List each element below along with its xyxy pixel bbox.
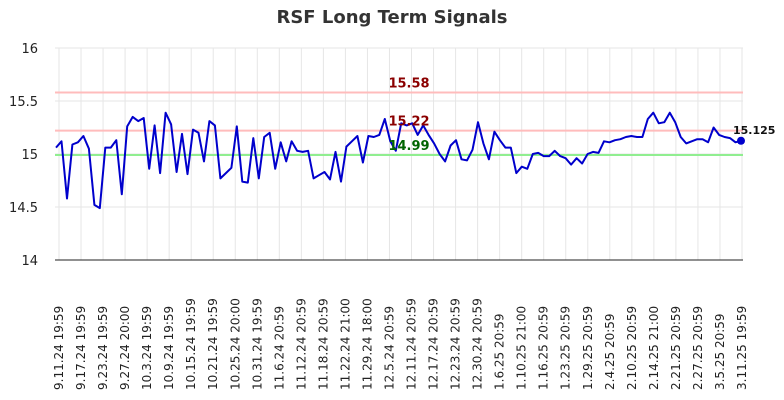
last-value-label: 15.125 bbox=[733, 124, 775, 137]
x-tick-label: 12.11.24 20:59 bbox=[405, 298, 419, 390]
x-tick-label: 10.21.24 19:59 bbox=[206, 298, 220, 390]
x-tick-label: 10.9.24 19:59 bbox=[162, 306, 176, 390]
x-tick-label: 12.23.24 20:59 bbox=[449, 298, 463, 390]
x-tick-label: 3.5.25 20:59 bbox=[713, 313, 727, 390]
x-tick-label: 12.30.24 20:59 bbox=[471, 298, 485, 390]
x-tick-label: 1.10.25 21:00 bbox=[515, 306, 529, 390]
y-tick-label: 14.5 bbox=[9, 201, 38, 216]
reference-line-label: 15.22 bbox=[388, 115, 429, 130]
x-tick-label: 2.27.25 20:59 bbox=[691, 306, 705, 390]
y-tick-label: 15.5 bbox=[9, 95, 38, 110]
x-tick-label: 11.12.24 20:59 bbox=[294, 298, 308, 390]
chart-title: RSF Long Term Signals bbox=[276, 7, 508, 28]
x-tick-label: 9.23.24 19:59 bbox=[96, 306, 110, 390]
x-tick-label: 2.10.25 20:59 bbox=[625, 306, 639, 390]
x-tick-label: 12.17.24 20:59 bbox=[427, 298, 441, 390]
x-tick-label: 1.16.25 20:59 bbox=[537, 306, 551, 390]
x-tick-label: 11.6.24 20:59 bbox=[272, 306, 286, 390]
x-tick-label: 9.11.24 19:59 bbox=[52, 306, 66, 390]
x-tick-label: 9.27.24 20:00 bbox=[118, 306, 132, 390]
x-tick-label: 2.14.25 21:00 bbox=[647, 306, 661, 390]
reference-line-label: 15.58 bbox=[388, 77, 429, 92]
x-tick-label: 10.15.24 19:59 bbox=[184, 298, 198, 390]
last-point-marker bbox=[737, 136, 745, 145]
x-tick-label: 1.23.25 20:59 bbox=[559, 306, 573, 390]
x-tick-label: 12.5.24 20:59 bbox=[382, 306, 396, 390]
x-tick-label: 10.31.24 19:59 bbox=[250, 298, 264, 390]
x-tick-label: 1.6.25 20:59 bbox=[493, 313, 507, 390]
y-tick-label: 15 bbox=[21, 148, 38, 163]
axes: 14 14.5 15 15.5 16 9.11.24 19:59 9.17.24 19:59… bbox=[9, 42, 749, 390]
x-tick-label: 2.21.25 20:59 bbox=[669, 306, 683, 390]
x-tick-label: 11.29.24 18:00 bbox=[360, 298, 374, 390]
x-tick-label: 11.18.24 20:59 bbox=[316, 298, 330, 390]
reference-line-label: 14.99 bbox=[388, 139, 429, 154]
series-line bbox=[55, 111, 742, 210]
series bbox=[55, 111, 745, 210]
x-tick-label: 10.3.24 19:59 bbox=[140, 306, 154, 390]
x-tick-label: 2.4.25 20:59 bbox=[603, 313, 617, 390]
y-tick-label: 16 bbox=[21, 42, 38, 57]
x-tick-label: 10.25.24 20:00 bbox=[228, 298, 242, 390]
x-tick-label: 1.29.25 20:59 bbox=[581, 306, 595, 390]
y-tick-label: 14 bbox=[21, 254, 38, 269]
annotations: 15.58 15.22 14.99 15.125 bbox=[388, 77, 775, 155]
x-tick-label: 3.11.25 19:59 bbox=[735, 306, 749, 390]
x-tick-label: 9.17.24 19:59 bbox=[74, 306, 88, 390]
x-tick-label: 11.22.24 21:00 bbox=[338, 298, 352, 390]
